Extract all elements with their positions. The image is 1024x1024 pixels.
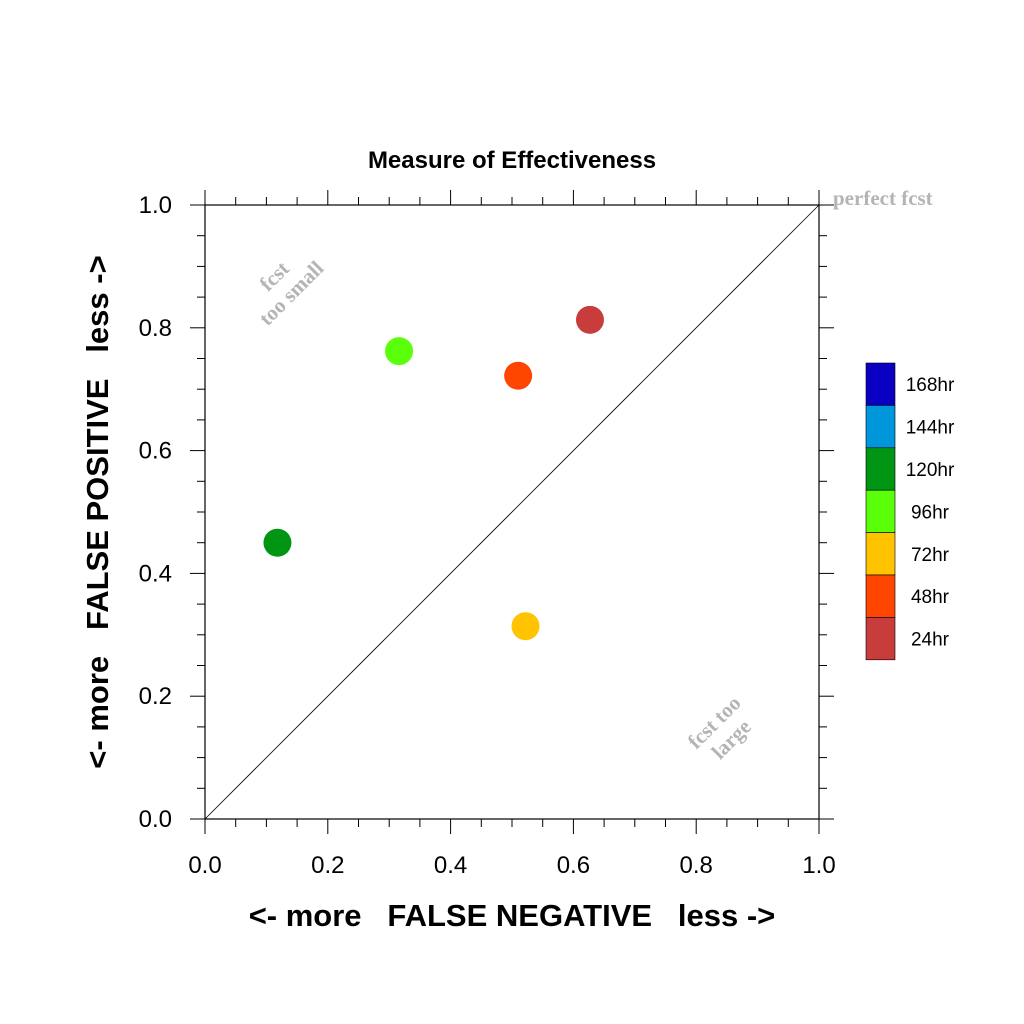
diagonal-line — [204, 204, 820, 820]
legend-label-72hr: 72hr — [911, 545, 950, 566]
y-tick-label: 0.0 — [139, 806, 172, 833]
legend-label-24hr: 24hr — [911, 630, 950, 651]
legend-swatch-120hr — [865, 447, 896, 491]
legend-swatch-144hr — [865, 405, 896, 449]
minor-ticks — [197, 197, 827, 827]
too-small-annotation: fcsttoo small — [237, 239, 328, 330]
x-tick-label: 0.0 — [188, 852, 221, 879]
data-point-120hr — [263, 528, 292, 557]
data-points — [263, 305, 604, 641]
legend-label-144hr: 144hr — [906, 418, 955, 439]
legend-swatch-48hr — [865, 574, 896, 618]
x-tick-label: 0.6 — [557, 852, 590, 879]
legend-swatch-96hr — [865, 489, 896, 533]
data-point-24hr — [575, 305, 604, 334]
x-tick-label: 0.8 — [680, 852, 713, 879]
data-point-48hr — [504, 361, 533, 390]
x-tick-label: 0.2 — [311, 852, 344, 879]
legend-label-96hr: 96hr — [911, 502, 950, 523]
data-point-72hr — [511, 612, 540, 641]
y-axis-label: <- more FALSE POSITIVE less -> — [80, 255, 115, 768]
legend: 168hr 144hr 120hr 96hr 72hr 48hr 24hr — [865, 362, 955, 661]
y-tick-label: 1.0 — [139, 192, 172, 219]
x-axis-label: <- more FALSE NEGATIVE less -> — [249, 898, 776, 933]
legend-label-120hr: 120hr — [906, 460, 955, 481]
x-tick-label: 1.0 — [802, 852, 835, 879]
legend-swatch-72hr — [865, 532, 896, 576]
chart-title: Measure of Effectiveness — [368, 147, 656, 174]
y-tick-label: 0.8 — [139, 315, 172, 342]
y-tick-label: 0.4 — [139, 560, 172, 587]
tick-labels: 0.0 0.2 0.4 0.6 0.8 1.0 0.0 0.2 0.4 0.6 0.8 1.0 — [139, 192, 836, 879]
legend-label-48hr: 48hr — [911, 587, 950, 608]
y-tick-label: 0.2 — [139, 683, 172, 710]
major-ticks — [190, 190, 834, 834]
legend-label-168hr: 168hr — [906, 375, 955, 396]
x-tick-label: 0.4 — [434, 852, 467, 879]
too-large-annotation: fcst toolarge — [683, 691, 763, 771]
legend-swatch-24hr — [865, 617, 896, 661]
data-point-96hr — [385, 337, 414, 366]
perfect-fcst-annotation: perfect fcst — [833, 186, 933, 210]
y-tick-label: 0.6 — [139, 438, 172, 465]
diagonal-line-group — [204, 204, 820, 820]
legend-swatch-168hr — [865, 362, 896, 406]
